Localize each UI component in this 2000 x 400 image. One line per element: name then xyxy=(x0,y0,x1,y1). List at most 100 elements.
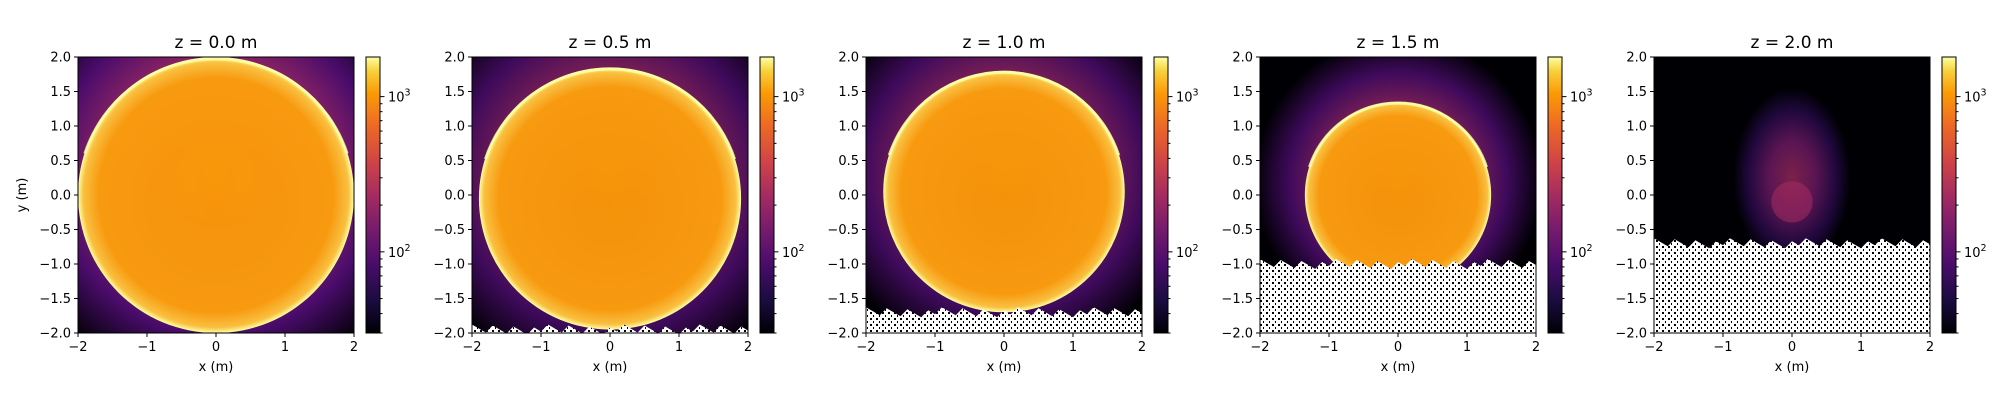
y-tick-label: −1.5 xyxy=(433,292,465,307)
empty-region xyxy=(866,307,1142,333)
heatmap-image xyxy=(1260,57,1536,333)
heatmap-image xyxy=(1654,57,1930,333)
y-tick-label: 1.5 xyxy=(50,85,71,100)
panel-1: z = 0.5 m −2 −1 0 1 2 −2.0 −1.5 −1.0 −0.5 0.0 0.5 1.… xyxy=(433,33,805,375)
x-tick-label: −1 xyxy=(1319,340,1338,355)
y-tick-label: 2.0 xyxy=(1232,51,1253,66)
x-tick-label: −1 xyxy=(1713,340,1732,355)
colorbar-tick-label: 102 xyxy=(388,243,411,261)
disk-rim xyxy=(887,70,1121,156)
y-tick-label: −2.0 xyxy=(39,327,71,342)
bright-disk xyxy=(883,70,1125,313)
bright-disk xyxy=(1771,181,1813,223)
y-tick-label: −1.5 xyxy=(1615,292,1647,307)
x-tick-label: 2 xyxy=(350,340,358,355)
y-tick-label: −1.0 xyxy=(433,258,465,273)
panel-2: z = 1.0 m −2 −1 0 1 2 −2.0 −1.5 −1.0 −0.5 0.0 0.5 1.… xyxy=(827,33,1199,375)
y-tick-label: 0.5 xyxy=(50,154,71,169)
x-tick-label: −2 xyxy=(1250,340,1269,355)
y-tick-label: −0.5 xyxy=(39,223,71,238)
y-tick-label: 1.0 xyxy=(1626,120,1647,135)
colorbar: 103 102 xyxy=(1547,56,1593,334)
panel-title: z = 0.0 m xyxy=(175,33,258,53)
colorbar-tick-label: 102 xyxy=(782,243,805,261)
panel-title: z = 1.0 m xyxy=(963,33,1046,53)
y-tick-label: 2.0 xyxy=(838,51,859,66)
x-tick-label: −2 xyxy=(68,340,87,355)
y-tick-label: −1.0 xyxy=(39,258,71,273)
y-tick-label: −1.5 xyxy=(1221,292,1253,307)
x-tick-label: 2 xyxy=(1532,340,1540,355)
heatmap-image xyxy=(472,57,748,333)
y-tick-label: −1.0 xyxy=(827,258,859,273)
y-tick-label: 2.0 xyxy=(50,51,71,66)
y-tick-label: 0.0 xyxy=(444,189,465,204)
x-tick-label: −1 xyxy=(137,340,156,355)
x-tick-label: 2 xyxy=(744,340,752,355)
y-tick-label: 1.0 xyxy=(50,120,71,135)
x-tick-label: −2 xyxy=(1644,340,1663,355)
x-tick-label: −1 xyxy=(925,340,944,355)
x-tick-label: 1 xyxy=(675,340,683,355)
x-tick-label: 1 xyxy=(1069,340,1077,355)
y-tick-label: −2.0 xyxy=(1615,327,1647,342)
bright-disk xyxy=(1304,101,1492,289)
x-tick-label: 1 xyxy=(1857,340,1865,355)
empty-region xyxy=(472,324,748,333)
empty-region xyxy=(1654,238,1930,333)
colorbar-tick-label: 103 xyxy=(388,88,411,106)
y-tick-label: −1.0 xyxy=(1221,258,1253,273)
y-tick-label: 1.5 xyxy=(1626,85,1647,100)
y-tick-label: 0.0 xyxy=(1232,189,1253,204)
heatmap-image xyxy=(866,57,1142,333)
y-tick-label: −1.0 xyxy=(1615,258,1647,273)
y-tick-label: −1.5 xyxy=(827,292,859,307)
y-tick-label: −2.0 xyxy=(827,327,859,342)
y-tick-label: −1.5 xyxy=(39,292,71,307)
y-tick-label: 0.5 xyxy=(1232,154,1253,169)
y-tick-label: 1.0 xyxy=(1232,120,1253,135)
y-axis-label: y (m) xyxy=(15,178,30,213)
y-tick-label: 0.0 xyxy=(50,189,71,204)
colorbar-tick-label: 103 xyxy=(782,88,805,106)
bright-disk xyxy=(478,67,742,330)
colorbar-tick-label: 102 xyxy=(1176,243,1199,261)
x-tick-label: 1 xyxy=(1463,340,1471,355)
y-tick-label: 1.5 xyxy=(444,85,465,100)
y-tick-label: 0.5 xyxy=(838,154,859,169)
panel-0: z = 0.0 m −2 −1 0 1 2 −2.0 −1.5 −1.0 −0.5 0.0 0.5 1.… xyxy=(15,33,411,375)
x-tick-label: −2 xyxy=(856,340,875,355)
x-tick-label: 0 xyxy=(212,340,220,355)
y-tick-label: 2.0 xyxy=(444,51,465,66)
y-tick-label: −2.0 xyxy=(1221,327,1253,342)
x-tick-label: 0 xyxy=(1000,340,1008,355)
y-tick-label: 1.5 xyxy=(838,85,859,100)
y-tick-label: −0.5 xyxy=(433,223,465,238)
panel-title: z = 2.0 m xyxy=(1751,33,1834,53)
x-axis-label: x (m) xyxy=(1775,360,1810,375)
y-tick-label: 2.0 xyxy=(1626,51,1647,66)
colorbar-gradient xyxy=(1153,56,1169,334)
x-tick-label: −2 xyxy=(462,340,481,355)
colorbar-tick-label: 103 xyxy=(1176,88,1199,106)
disk-rim xyxy=(1308,101,1488,168)
colorbar-gradient xyxy=(759,56,775,334)
y-tick-label: 1.0 xyxy=(838,120,859,135)
y-tick-label: 1.5 xyxy=(1232,85,1253,100)
x-tick-label: 0 xyxy=(1788,340,1796,355)
colorbar-gradient xyxy=(365,56,381,334)
colorbar-tick-label: 103 xyxy=(1964,88,1987,106)
colorbar: 103 102 xyxy=(759,56,805,334)
colorbar-tick-label: 102 xyxy=(1964,243,1987,261)
x-axis-label: x (m) xyxy=(199,360,234,375)
x-tick-label: 2 xyxy=(1138,340,1146,355)
x-tick-label: −1 xyxy=(531,340,550,355)
x-tick-label: 2 xyxy=(1926,340,1934,355)
x-tick-label: 1 xyxy=(281,340,289,355)
empty-region xyxy=(1260,259,1536,333)
panel-4: z = 2.0 m −2 −1 0 1 2 −2.0 −1.5 −1.0 −0.5 0.0 0.5 1.… xyxy=(1615,33,1986,375)
colorbar: 103 102 xyxy=(1941,56,1987,334)
x-tick-label: 0 xyxy=(606,340,614,355)
panel-title: z = 1.5 m xyxy=(1357,33,1440,53)
